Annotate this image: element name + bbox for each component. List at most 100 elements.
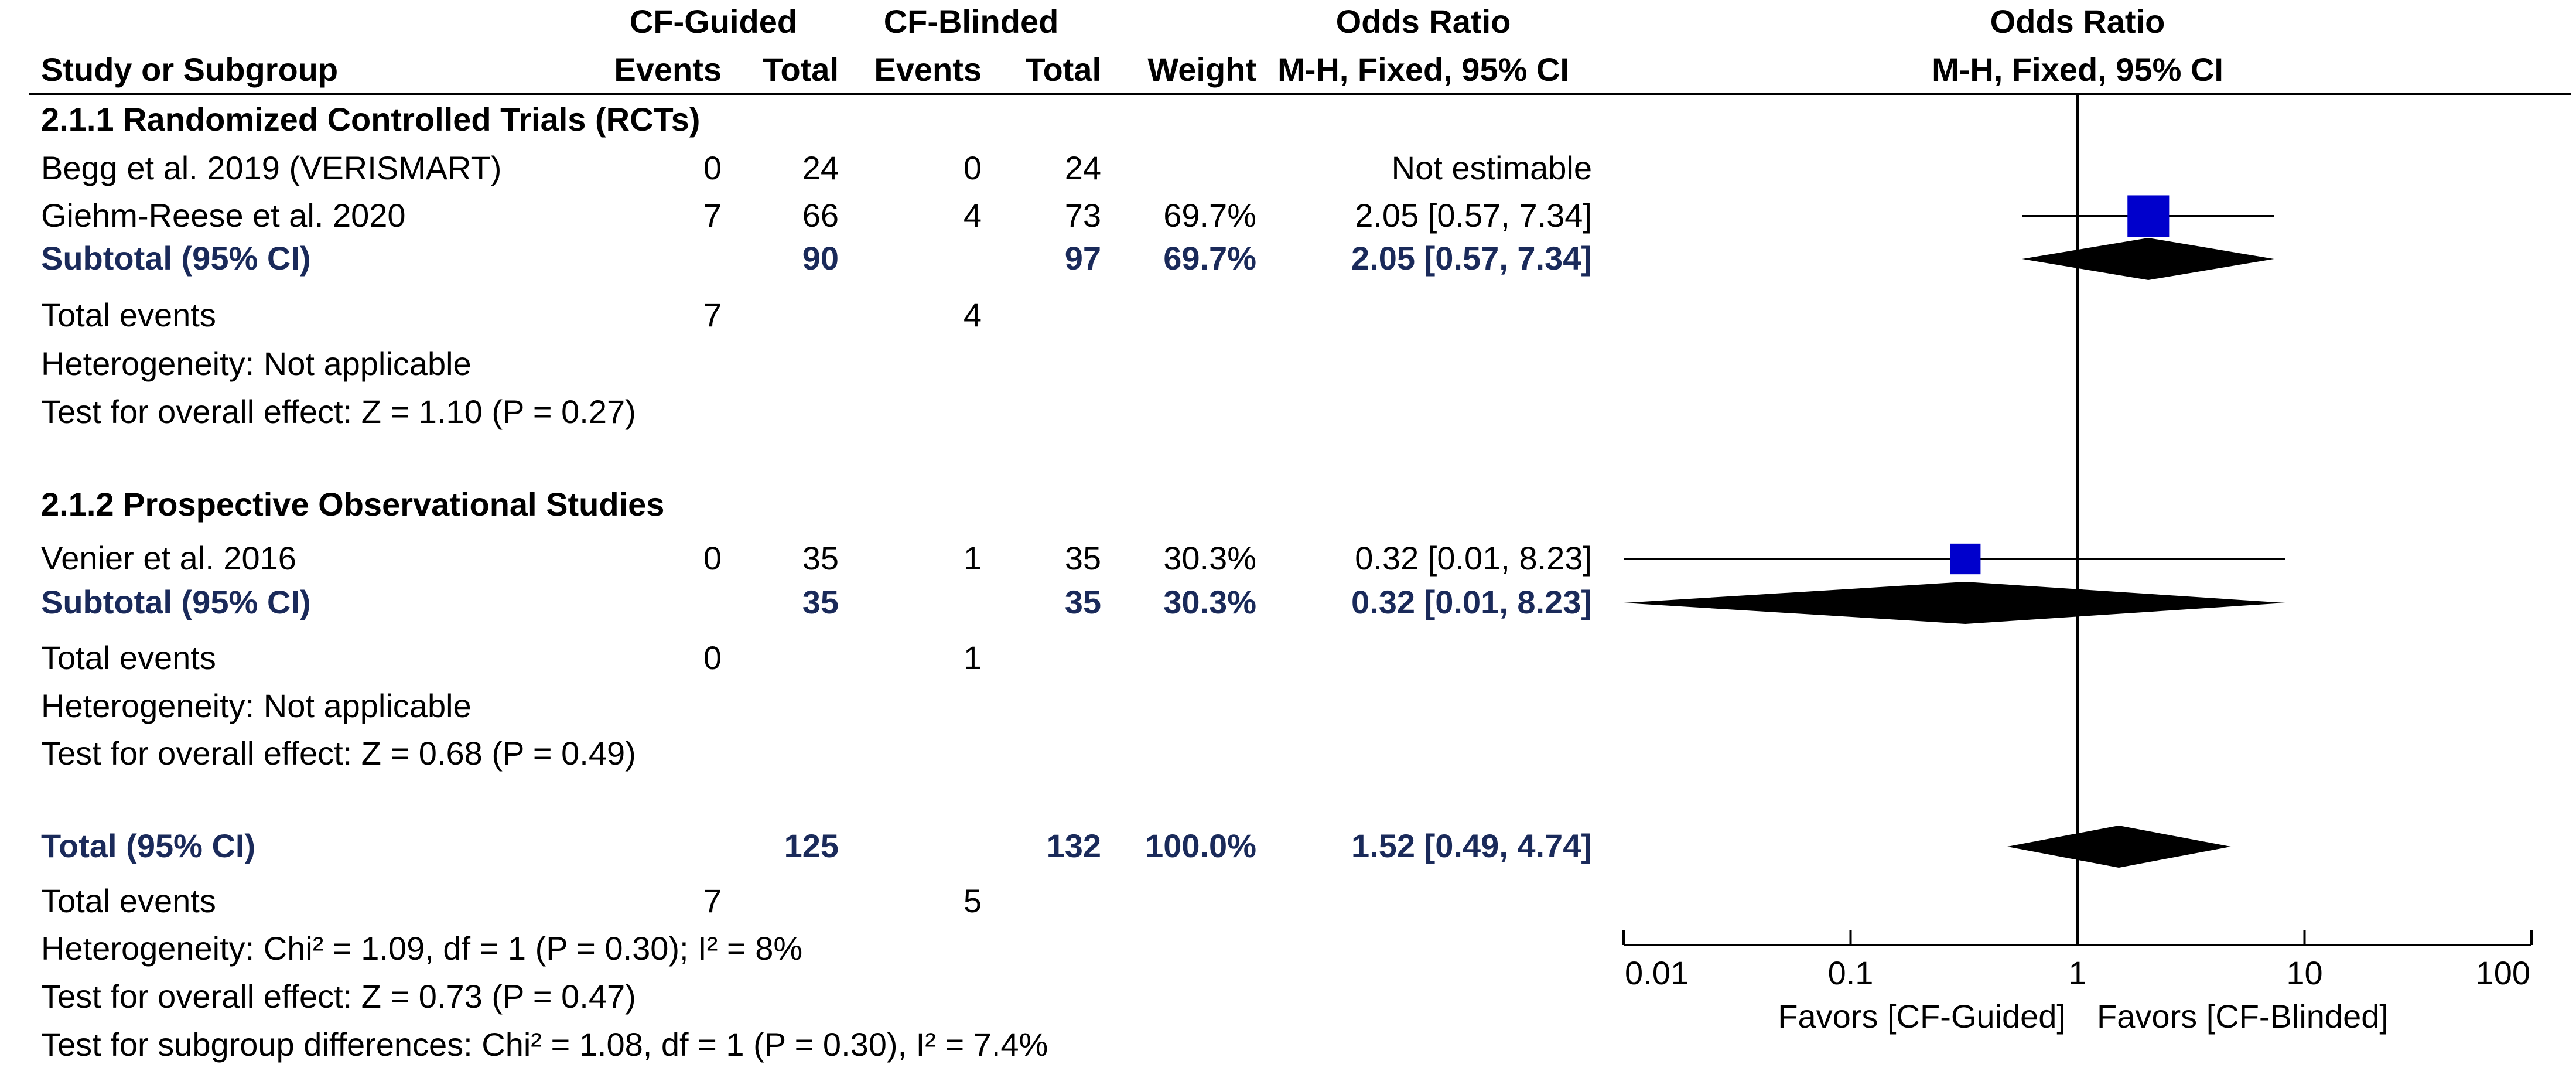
table-row-text: Heterogeneity: Not applicable xyxy=(41,345,472,382)
favors-left-label: Favors [CF-Guided] xyxy=(1778,998,2066,1035)
total-blinded: 35 xyxy=(1065,584,1101,620)
total-guided: 125 xyxy=(784,827,839,864)
axis-tick-label: 1 xyxy=(2068,954,2086,991)
weight-value: 69.7% xyxy=(1163,197,1256,234)
events-guided: 0 xyxy=(703,540,722,577)
total-blinded: 73 xyxy=(1065,197,1101,234)
row-label: 2.1.1 Randomized Controlled Trials (RCTs… xyxy=(41,101,700,138)
weight-header: Weight xyxy=(1147,51,1256,88)
row-label: Total events xyxy=(41,639,216,676)
plot-method-header: M-H, Fixed, 95% CI xyxy=(1932,51,2223,88)
odds-ratio-ci: Not estimable xyxy=(1392,149,1592,186)
odds-ratio-ci: 1.52 [0.49, 4.74] xyxy=(1351,827,1592,864)
table-row-events: Total events 0 1 xyxy=(41,639,982,676)
odds-ratio-ci: 2.05 [0.57, 7.34] xyxy=(1351,240,1592,277)
events-guided: 7 xyxy=(703,197,722,234)
table-row-events: Total events 7 4 xyxy=(41,296,982,333)
table-row-text: Test for overall effect: Z = 0.73 (P = 0… xyxy=(41,978,636,1015)
table-row-study: Venier et al. 2016 0 35 1 35 30.3% 0.32 [0.01,… xyxy=(41,540,1592,577)
table-header: CF-Guided CF-Blinded Odds Ratio Odds Rat… xyxy=(41,3,2223,88)
table-row-text: Heterogeneity: Not applicable xyxy=(41,687,472,724)
study-column-header: Study or Subgroup xyxy=(41,51,338,88)
row-label: Test for overall effect: Z = 0.68 (P = 0… xyxy=(41,735,636,772)
axis-ticks: 0.01 0.1 1 10 100 xyxy=(1622,930,2533,991)
total-blinded: 24 xyxy=(1065,149,1101,186)
group1-header: CF-Guided xyxy=(630,3,797,40)
total-guided: 35 xyxy=(802,540,839,577)
events-guided: 0 xyxy=(703,639,722,676)
plot-marks xyxy=(1624,195,2285,868)
favors-right-label: Favors [CF-Blinded] xyxy=(2097,998,2389,1035)
x-axis: 0.01 0.1 1 10 100 Favors [CF-Guided] Favors … xyxy=(1622,930,2533,1035)
axis-tick-label: 0.1 xyxy=(1828,954,1874,991)
row-label: Giehm-Reese et al. 2020 xyxy=(41,197,406,234)
row-label: Begg et al. 2019 (VERISMART) xyxy=(41,149,501,186)
events-blinded: 4 xyxy=(964,197,982,234)
row-label: Subtotal (95% CI) xyxy=(41,584,310,620)
row-label: Subtotal (95% CI) xyxy=(41,240,310,277)
table-row-subtotal: Subtotal (95% CI) 35 35 30.3% 0.32 [0.01, 8.… xyxy=(41,584,1592,620)
row-label: Heterogeneity: Not applicable xyxy=(41,687,472,724)
table-row-text: Test for overall effect: Z = 0.68 (P = 0… xyxy=(41,735,636,772)
odds-ratio-ci: 0.32 [0.01, 8.23] xyxy=(1351,584,1592,620)
total1-header: Total xyxy=(763,51,839,88)
row-label: Heterogeneity: Chi² = 1.09, df = 1 (P = … xyxy=(41,930,802,967)
row-label: Venier et al. 2016 xyxy=(41,540,296,577)
table-row-subtotal: Subtotal (95% CI) 90 97 69.7% 2.05 [0.57, 7.… xyxy=(41,240,1592,277)
events-guided: 7 xyxy=(703,296,722,333)
pooled-diamond xyxy=(2022,238,2274,280)
row-label: 2.1.2 Prospective Observational Studies xyxy=(41,486,664,523)
events-guided: 7 xyxy=(703,882,722,919)
table-row-study: Begg et al. 2019 (VERISMART) 0 24 0 24 Not es… xyxy=(41,149,1592,186)
row-label: Total events xyxy=(41,882,216,919)
total-blinded: 132 xyxy=(1047,827,1101,864)
table-row-text: Test for subgroup differences: Chi² = 1.… xyxy=(41,1026,1048,1063)
weight-value: 30.3% xyxy=(1163,584,1256,620)
axis-tick-label: 100 xyxy=(2476,954,2530,991)
table-row-events: Total events 7 5 xyxy=(41,882,982,919)
odds-ratio-ci: 2.05 [0.57, 7.34] xyxy=(1355,197,1592,234)
weight-value: 100.0% xyxy=(1145,827,1256,864)
total-blinded: 97 xyxy=(1065,240,1101,277)
axis-tick-label: 0.01 xyxy=(1625,954,1689,991)
table-row-total: Total (95% CI) 125 132 100.0% 1.52 [0.49, 4.… xyxy=(41,827,1592,864)
total-blinded: 35 xyxy=(1065,540,1101,577)
total2-header: Total xyxy=(1025,51,1101,88)
events-blinded: 0 xyxy=(964,149,982,186)
study-square xyxy=(1950,543,1981,575)
events-blinded: 1 xyxy=(964,540,982,577)
table-row-study: Giehm-Reese et al. 2020 7 66 4 73 69.7% 2.05 [… xyxy=(41,197,1592,234)
table-rows: 2.1.1 Randomized Controlled Trials (RCTs… xyxy=(41,101,1592,1063)
axis-tick-label: 10 xyxy=(2286,954,2322,991)
events-blinded: 5 xyxy=(964,882,982,919)
row-label: Total (95% CI) xyxy=(41,827,255,864)
row-label: Total events xyxy=(41,296,216,333)
study-square xyxy=(2127,195,2170,237)
weight-value: 69.7% xyxy=(1163,240,1256,277)
table-row-section: 2.1.2 Prospective Observational Studies xyxy=(41,486,664,523)
total-guided: 90 xyxy=(802,240,839,277)
or-method-header: M-H, Fixed, 95% CI xyxy=(1277,51,1569,88)
events1-header: Events xyxy=(614,51,722,88)
table-row-section: 2.1.1 Randomized Controlled Trials (RCTs… xyxy=(41,101,700,138)
events2-header: Events xyxy=(874,51,982,88)
group2-header: CF-Blinded xyxy=(884,3,1059,40)
row-label: Test for overall effect: Z = 0.73 (P = 0… xyxy=(41,978,636,1015)
events-guided: 0 xyxy=(703,149,722,186)
total-guided: 35 xyxy=(802,584,839,620)
total-guided: 24 xyxy=(802,149,839,186)
total-guided: 66 xyxy=(802,197,839,234)
events-blinded: 4 xyxy=(964,296,982,333)
row-label: Heterogeneity: Not applicable xyxy=(41,345,472,382)
pooled-diamond xyxy=(2007,826,2231,868)
events-blinded: 1 xyxy=(964,639,982,676)
row-label: Test for overall effect: Z = 1.10 (P = 0… xyxy=(41,393,636,430)
pooled-diamond xyxy=(1624,582,2285,624)
plot-header-title: Odds Ratio xyxy=(1990,3,2165,40)
table-row-text: Test for overall effect: Z = 1.10 (P = 0… xyxy=(41,393,636,430)
weight-value: 30.3% xyxy=(1163,540,1256,577)
or-header-title: Odds Ratio xyxy=(1336,3,1511,40)
odds-ratio-ci: 0.32 [0.01, 8.23] xyxy=(1355,540,1592,577)
table-row-text: Heterogeneity: Chi² = 1.09, df = 1 (P = … xyxy=(41,930,802,967)
